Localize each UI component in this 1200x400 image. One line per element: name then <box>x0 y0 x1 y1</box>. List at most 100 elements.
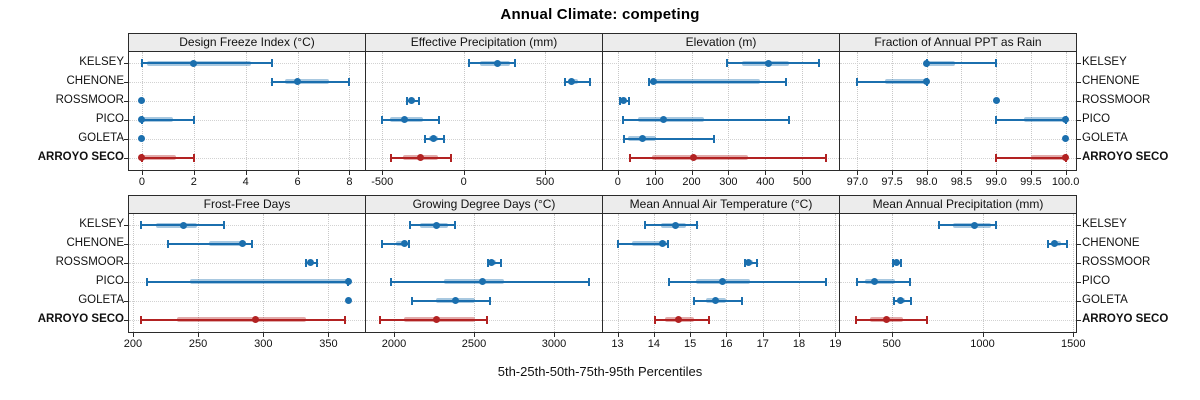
row-grid-line <box>129 225 365 226</box>
percentile-range <box>996 156 1066 159</box>
range-cap <box>644 221 647 229</box>
percentile-range <box>938 224 996 226</box>
x-axis-tick <box>349 171 351 175</box>
x-axis-tick <box>726 333 728 337</box>
x-axis-tick <box>891 333 893 337</box>
range-cap <box>468 59 471 67</box>
range-cap <box>855 277 858 286</box>
site-label-left-kelsey: KELSEY <box>79 56 124 68</box>
median-dot <box>417 154 425 161</box>
site-label-right-kelsey: KELSEY <box>1082 218 1127 230</box>
site-label-left-rossmoor: ROSSMOOR <box>55 93 124 106</box>
grid-line <box>765 52 767 170</box>
percentile-range <box>382 242 409 245</box>
row-tick <box>124 319 128 321</box>
site-label-left-chenone: CHENONE <box>66 236 124 249</box>
range-cap <box>825 153 828 162</box>
x-tick-label: -500 <box>371 176 394 188</box>
site-label-left-chenone: CHENONE <box>66 74 124 87</box>
row-grid-line <box>840 281 1076 283</box>
median-dot <box>712 297 720 305</box>
grid-line <box>654 52 656 170</box>
percentile-range <box>857 80 927 83</box>
percentile-range <box>996 118 1066 121</box>
x-axis-tick <box>765 171 767 175</box>
percentile-range <box>926 62 997 64</box>
percentile-band <box>284 79 329 85</box>
row-grid-line <box>366 243 602 245</box>
panel-strip-growing-degree-days: Growing Degree Days (°C) <box>365 195 603 214</box>
range-cap <box>315 258 318 267</box>
row-tick <box>1077 300 1081 302</box>
x-axis-tick <box>245 171 247 175</box>
grid-line <box>394 214 395 332</box>
row-tick <box>1077 100 1081 102</box>
panel-elevation <box>602 51 840 171</box>
grid-line <box>835 214 837 332</box>
x-tick-label: 350 <box>319 338 338 350</box>
range-cap <box>449 153 452 162</box>
percentile-range <box>412 299 490 302</box>
x-tick-label: 17 <box>756 338 769 350</box>
median-dot <box>892 259 900 267</box>
percentile-band <box>443 279 504 285</box>
x-tick-label: 99.5 <box>1020 176 1042 188</box>
site-label-right-goleta: GOLETA <box>1082 131 1128 144</box>
row-grid-line <box>840 319 1076 321</box>
grid-line <box>141 52 143 170</box>
range-cap <box>784 77 787 86</box>
chart-title: Annual Climate: competing <box>500 6 700 23</box>
x-tick-label: 97.5 <box>881 176 903 188</box>
median-dot <box>180 221 188 229</box>
range-cap <box>1046 239 1049 248</box>
site-label-right-chenone: CHENONE <box>1082 74 1140 87</box>
range-cap <box>192 153 195 162</box>
row-tick <box>1077 138 1081 140</box>
site-label-right-arroyo-seco: ARROYO SECO <box>1082 312 1169 325</box>
median-dot <box>1062 135 1070 143</box>
percentile-band <box>1030 155 1066 160</box>
range-cap <box>588 277 591 286</box>
percentile-band <box>885 79 927 85</box>
x-tick-label: 300 <box>719 176 738 188</box>
range-cap <box>648 77 651 86</box>
grid-line <box>857 52 859 170</box>
range-cap <box>381 115 384 124</box>
median-dot <box>567 78 575 86</box>
panel-growing-degree-days <box>365 213 603 333</box>
x-axis-tick <box>617 171 619 175</box>
range-cap <box>628 153 631 162</box>
x-tick-label: 400 <box>756 176 775 188</box>
range-cap <box>925 315 928 324</box>
panel-strip-mean-annual-precipitation: Mean Annual Precipitation (mm) <box>839 195 1077 214</box>
row-grid-line <box>366 100 602 102</box>
site-label-left-arroyo-seco: ARROYO SECO <box>37 312 124 325</box>
range-cap <box>139 315 142 324</box>
percentile-band <box>141 155 176 160</box>
grid-line <box>996 52 998 170</box>
x-axis-tick <box>198 333 200 337</box>
range-cap <box>995 59 998 67</box>
range-cap <box>712 134 715 143</box>
percentile-band <box>1023 117 1066 123</box>
median-dot <box>478 278 486 286</box>
grid-line <box>1030 52 1032 170</box>
x-axis-tick <box>653 333 655 337</box>
range-cap <box>616 239 619 248</box>
median-dot <box>251 316 259 323</box>
site-label-right-kelsey: KELSEY <box>1082 56 1127 68</box>
x-axis-tick <box>892 171 894 175</box>
x-axis-tick <box>996 171 998 175</box>
median-dot <box>1062 154 1070 161</box>
row-tick <box>124 281 128 283</box>
row-grid-line <box>603 225 839 226</box>
site-label-right-arroyo-seco: ARROYO SECO <box>1082 150 1169 163</box>
x-axis-tick <box>1073 333 1075 337</box>
row-tick <box>124 100 128 102</box>
range-cap <box>443 134 446 143</box>
row-grid-line <box>840 81 1076 83</box>
x-axis-tick <box>961 171 963 175</box>
x-axis-tick <box>802 171 804 175</box>
grid-line <box>263 214 265 332</box>
row-grid-line <box>366 81 602 83</box>
